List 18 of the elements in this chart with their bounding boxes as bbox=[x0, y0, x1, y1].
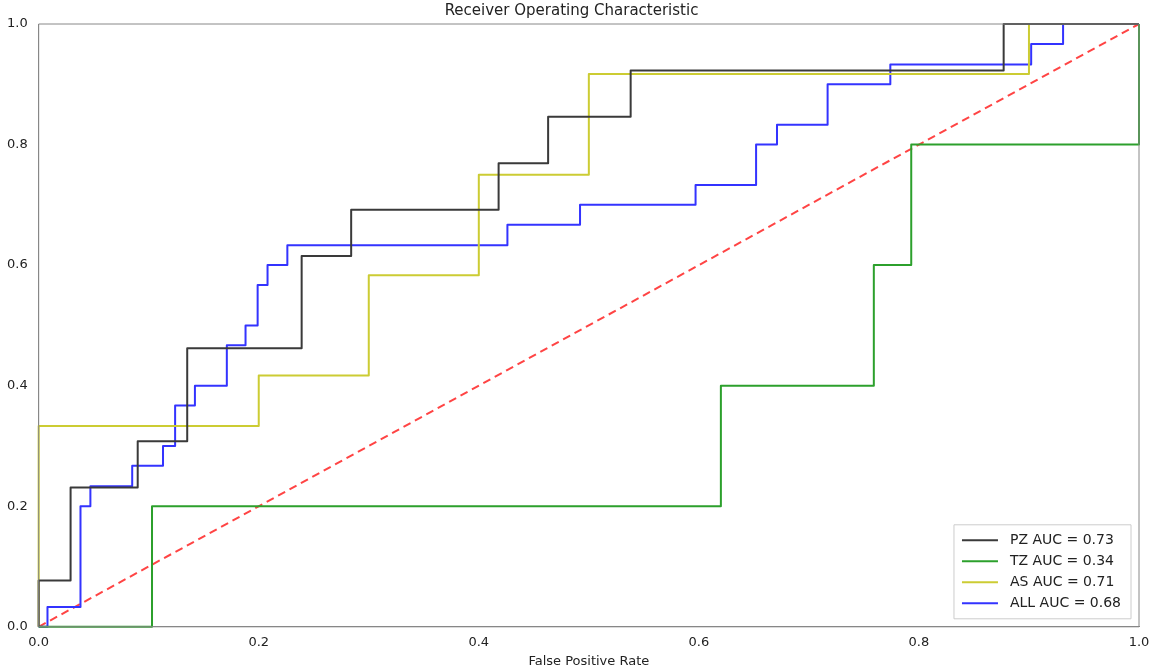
x-tick-label: 0.0 bbox=[28, 633, 50, 649]
legend-label: AS AUC = 0.71 bbox=[1009, 572, 1115, 589]
x-tick-label: 0.2 bbox=[248, 633, 270, 649]
x-tick-label: 0.4 bbox=[468, 633, 490, 649]
legend-label: TZ AUC = 0.34 bbox=[1008, 551, 1115, 568]
x-tick-label: 1.0 bbox=[1128, 633, 1150, 649]
y-tick-label: 0.8 bbox=[6, 135, 28, 151]
y-tick-label: 0.0 bbox=[6, 618, 28, 634]
y-tick-label: 1.0 bbox=[6, 15, 28, 31]
legend-label: PZ AUC = 0.73 bbox=[1009, 530, 1114, 547]
y-tick-label: 0.6 bbox=[6, 256, 28, 272]
x-tick-label: 0.6 bbox=[688, 633, 710, 649]
chart-title: Receiver Operating Characteristic bbox=[444, 0, 699, 19]
x-tick-label: 0.8 bbox=[908, 633, 930, 649]
legend-label: ALL AUC = 0.68 bbox=[1009, 593, 1121, 610]
y-tick-label: 0.4 bbox=[6, 377, 28, 393]
x-axis-title: False Positive Rate bbox=[528, 652, 650, 668]
y-tick-label: 0.2 bbox=[6, 497, 28, 513]
